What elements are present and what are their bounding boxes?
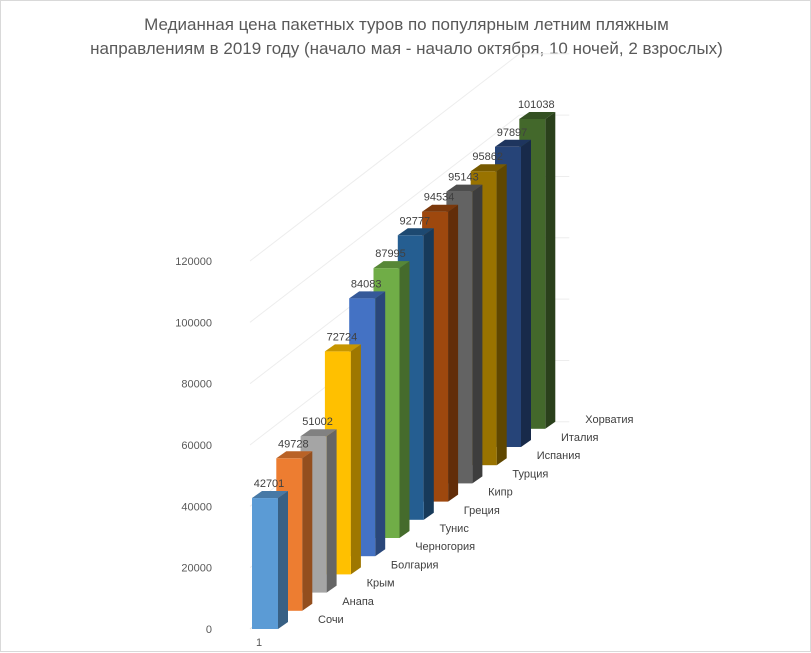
x-tick-label: 1: [256, 637, 262, 649]
data-label: 101038: [518, 99, 555, 111]
y-tick-label: 60000: [181, 440, 212, 452]
gridline: [249, 53, 520, 262]
bar-side: [521, 139, 531, 447]
data-label: 42701: [254, 478, 285, 490]
data-label: 84083: [351, 278, 382, 290]
y-tick-label: 40000: [181, 501, 212, 513]
bar-top: [324, 344, 361, 352]
bar-top: [252, 491, 288, 499]
data-label: 51002: [302, 416, 333, 428]
bar-side: [399, 261, 410, 538]
bar-side: [448, 204, 459, 502]
y-tick-label: 100000: [175, 317, 212, 329]
chart-title-line-2: направлениям в 2019 году (начало мая - н…: [90, 39, 723, 58]
category-label: Хорватия: [585, 414, 633, 426]
bar-top: [519, 111, 556, 119]
category-label: Италия: [561, 432, 599, 444]
data-label: 72724: [327, 331, 358, 343]
category-label: Анапа: [342, 596, 374, 608]
category-label: Болгария: [391, 559, 439, 571]
category-label: Крым: [367, 578, 395, 590]
bar-top: [373, 261, 410, 269]
bar-top: [397, 228, 434, 236]
category-label: Греция: [464, 505, 500, 517]
bar-side: [496, 164, 507, 466]
bar-side: [278, 491, 288, 629]
data-label: 97897: [497, 127, 528, 139]
bar-side: [375, 291, 386, 557]
bar-side: [326, 429, 337, 593]
bar-top: [349, 291, 386, 299]
data-label: 95143: [448, 172, 479, 184]
y-tick-label: 0: [206, 624, 212, 636]
bar-side: [545, 111, 556, 429]
category-label: Тунис: [440, 523, 470, 535]
category-label: Кипр: [488, 487, 513, 499]
bar-top: [495, 139, 531, 147]
bar-side: [472, 184, 483, 484]
data-label: 92777: [400, 215, 431, 227]
bar-side: [302, 451, 313, 611]
y-tick-label: 80000: [181, 379, 212, 391]
bar-side: [423, 228, 434, 520]
bar-top: [446, 184, 483, 192]
chart-title-line-1: Медианная цена пакетных туров по популяр…: [144, 15, 669, 34]
data-label: 94534: [424, 192, 455, 204]
category-label: Турция: [512, 468, 548, 480]
category-label: Испания: [537, 450, 581, 462]
data-label: 87995: [375, 248, 406, 260]
data-label: 49728: [278, 438, 309, 450]
gridline: [249, 114, 520, 323]
bar-front: [252, 498, 278, 629]
y-tick-label: 120000: [175, 256, 212, 268]
bar-top: [276, 451, 313, 459]
bar-top: [300, 429, 337, 437]
bars: [252, 111, 556, 629]
chart-title: Медианная цена пакетных туров по популяр…: [41, 13, 772, 61]
category-label: Сочи: [318, 614, 344, 626]
bar-1: [252, 491, 288, 629]
bar-top: [422, 204, 459, 212]
y-tick-label: 20000: [181, 563, 212, 575]
data-label: 95862: [472, 151, 503, 163]
category-label: Черногория: [415, 541, 475, 553]
bar-side: [350, 344, 361, 575]
bar-top: [470, 164, 507, 172]
